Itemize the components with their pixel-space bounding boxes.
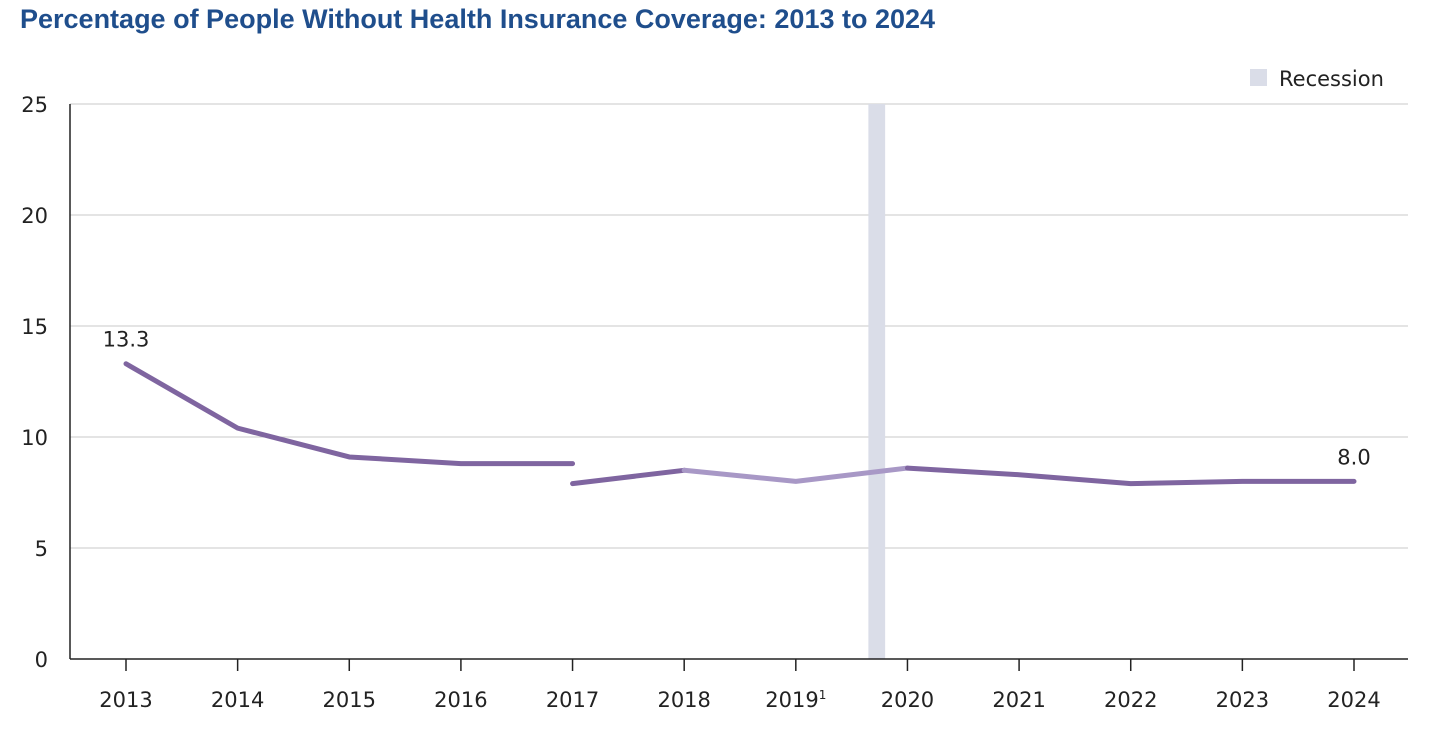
data-label: 13.3 xyxy=(103,328,150,352)
x-tick-label: 2013 xyxy=(99,688,152,712)
x-tick-label: 20191 xyxy=(765,688,826,712)
x-tick-label: 2015 xyxy=(323,688,376,712)
x-tick-label: 2014 xyxy=(211,688,264,712)
y-tick-label: 20 xyxy=(21,204,48,228)
series-line xyxy=(570,467,687,487)
x-tick-label: 2021 xyxy=(992,688,1045,712)
y-tick-label: 5 xyxy=(35,537,48,561)
y-tick-label: 25 xyxy=(21,93,48,117)
x-tick-label: 2016 xyxy=(434,688,487,712)
x-tick-label: 2020 xyxy=(881,688,934,712)
legend-swatch-recession xyxy=(1250,69,1267,86)
y-tick-label: 15 xyxy=(21,315,48,339)
x-tick-label: 2022 xyxy=(1104,688,1157,712)
series-line xyxy=(123,361,576,467)
y-tick-label: 0 xyxy=(35,648,48,672)
x-tick-label: 2017 xyxy=(546,688,599,712)
x-tick-label: 2024 xyxy=(1327,688,1380,712)
legend-label-recession: Recession xyxy=(1279,67,1384,91)
y-tick-label: 10 xyxy=(21,426,48,450)
x-tick-label: 2018 xyxy=(657,688,710,712)
chart-title: Percentage of People Without Health Insu… xyxy=(20,4,936,34)
series-line xyxy=(904,465,1357,487)
data-label: 8.0 xyxy=(1337,445,1370,469)
x-tick-label: 2023 xyxy=(1216,688,1269,712)
recession-band xyxy=(868,104,886,659)
